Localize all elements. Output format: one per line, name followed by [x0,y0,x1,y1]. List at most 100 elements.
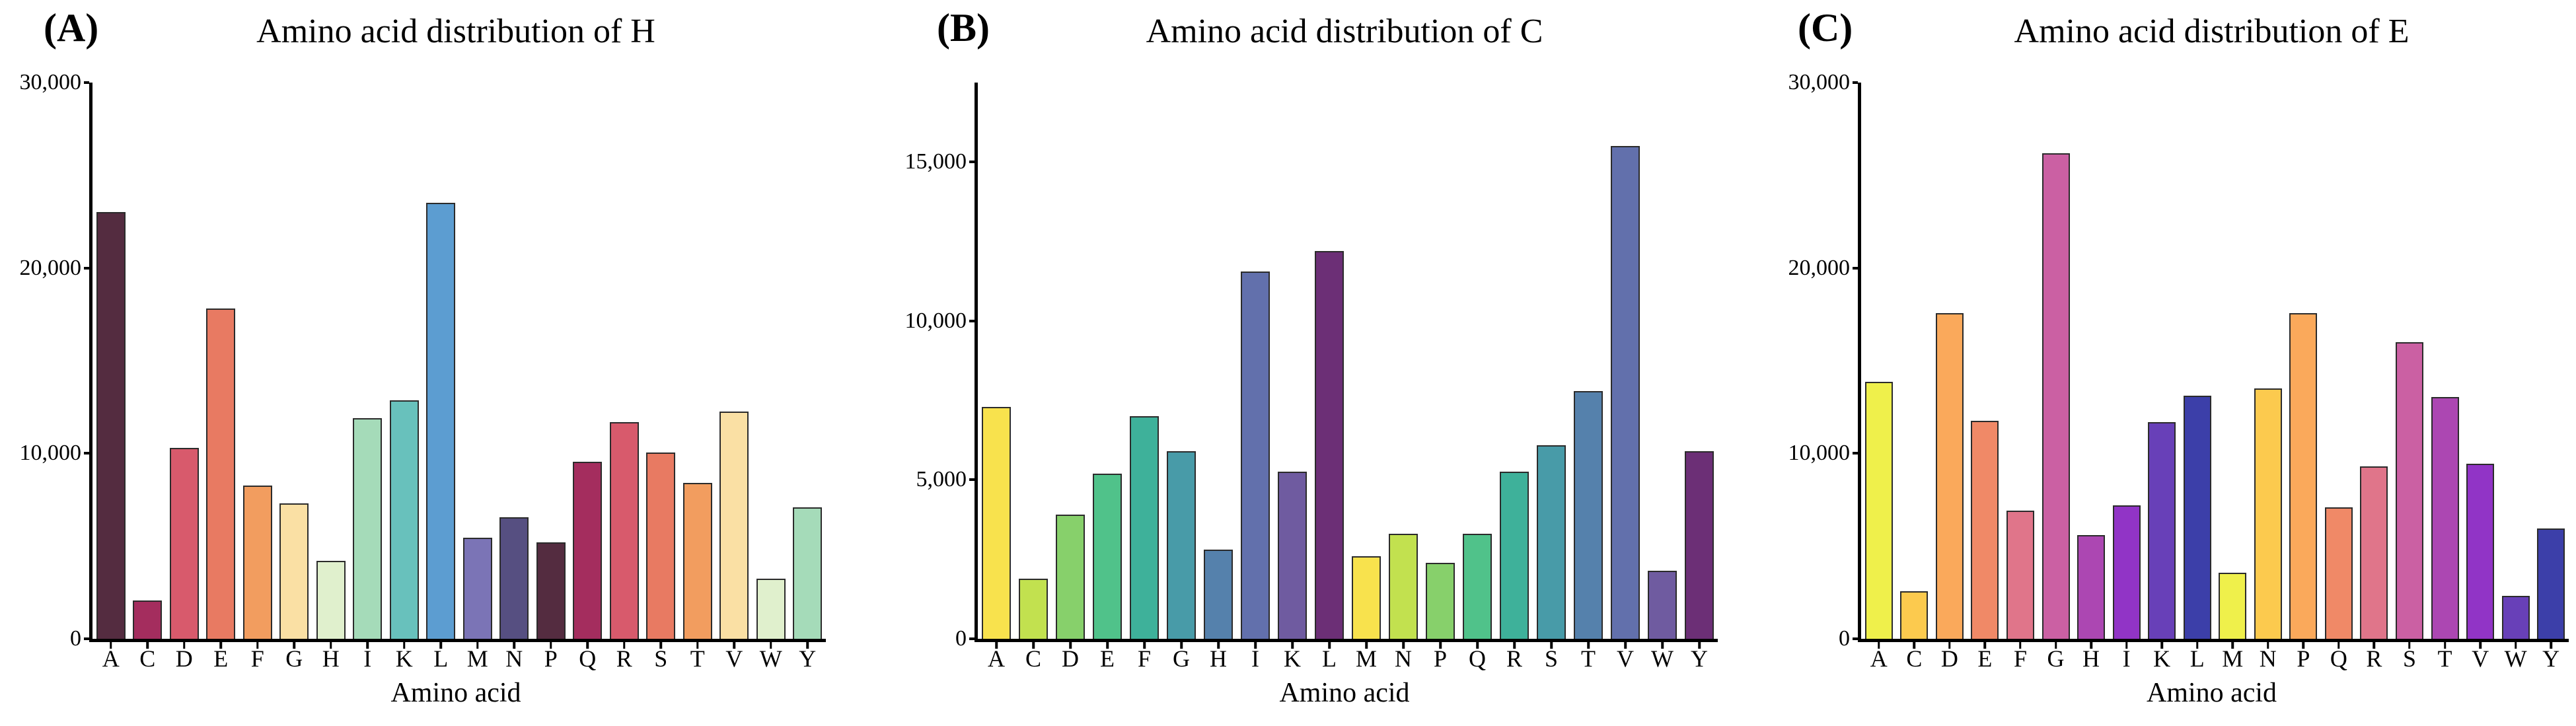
x-tick-label-D: D [1062,645,1079,672]
x-tick-label-Y: Y [2542,645,2560,672]
x-tick-label-Y: Y [799,645,817,672]
bar-slot-P: P [533,83,570,672]
x-tick-mark [1439,642,1442,649]
x-tick-label-D: D [1940,645,1958,672]
bar-A [982,406,1011,639]
bar-E [206,309,236,639]
bar-slot-L: L [423,83,460,672]
x-tick-mark [2019,642,2022,649]
bar-H [2077,534,2106,639]
x-tick-label-V: V [2472,645,2489,672]
y-tick-label: 30,000 [1788,70,1851,94]
bar-slot-A: A [1861,83,1897,672]
bar-G [2042,153,2070,639]
x-tick-label-D: D [175,645,193,672]
bar-Y [1685,451,1714,639]
bar-E [1093,473,1122,639]
x-tick-mark [1217,642,1220,649]
bar-slot-W: W [753,83,790,672]
bar-slot-M: M [459,83,496,672]
x-tick-label-Y: Y [1691,645,1708,672]
bar-L [426,203,456,639]
bar-W [2501,596,2530,639]
x-tick-label-M: M [466,645,488,672]
bar-slot-P: P [2286,83,2322,672]
bar-slot-Y: Y [790,83,827,672]
bar-slot-Y: Y [1681,83,1718,672]
bar-slot-A: A [92,83,129,672]
y-tick-label: 20,000 [19,255,82,280]
x-tick-label-E: E [213,645,229,672]
x-tick-mark [2337,642,2340,649]
panel-a: (A) Amino acid distribution of H 0 10,000… [0,0,859,726]
bar-Q [2324,507,2353,639]
x-tick-mark [2267,642,2269,649]
x-tick-label-S: S [1544,645,1559,672]
y-tick-mark [969,637,975,640]
bar-M [462,538,492,639]
x-tick-mark [1328,642,1331,649]
bar-T [1574,390,1603,639]
bar-slot-S: S [2392,83,2427,672]
bar-slot-H: H [2073,83,2109,672]
bar-slot-N: N [496,83,533,672]
x-tick-label-H: H [322,645,340,672]
x-tick-mark [1254,642,1257,649]
bar-slot-S: S [1533,83,1570,672]
x-tick-label-K: K [2153,645,2171,672]
y-tick-label: 15,000 [904,149,967,174]
x-tick-label-N: N [505,645,523,672]
panel-a-title: Amino acid distribution of H [256,13,655,50]
x-tick-label-W: W [759,645,782,672]
panel-c-label: (C) [1798,6,1853,50]
bar-slot-V: V [1607,83,1644,672]
y-tick-mark [84,452,89,455]
bar-slot-I: I [350,83,386,672]
bar-slot-K: K [1274,83,1311,672]
bar-S [2395,342,2423,639]
bar-C [133,600,163,639]
bar-P [536,542,566,639]
bar-V [1611,146,1640,639]
y-tick-label: 30,000 [19,70,82,94]
bar-slot-H: H [1200,83,1237,672]
x-tick-label-F: F [2013,645,2027,672]
x-tick-mark [1365,642,1368,649]
bar-slot-L: L [2180,83,2215,672]
bar-slot-V: V [716,83,753,672]
bar-slot-E: E [1089,83,1126,672]
bar-slot-M: M [1348,83,1385,672]
bar-L [2183,396,2211,639]
x-tick-mark [2160,642,2163,649]
x-tick-mark [183,642,186,649]
bar-V [719,412,749,639]
x-tick-mark [1983,642,1987,649]
x-tick-mark [2090,642,2092,649]
bar-T [2431,396,2459,639]
bar-slot-F: F [239,83,276,672]
x-tick-label-A: A [988,645,1005,672]
x-tick-mark [2550,642,2552,649]
x-tick-label-R: R [2366,645,2382,672]
panel-b: (B) Amino acid distribution of C 0 5,000 1… [859,0,1718,726]
x-tick-mark [439,642,442,649]
x-tick-label-V: V [1617,645,1634,672]
x-tick-mark [1948,642,1951,649]
x-tick-mark [770,642,772,649]
bar-slot-Q: Q [1459,83,1496,672]
bar-F [242,486,272,639]
panel-a-label: (A) [44,6,99,50]
x-tick-mark [2443,642,2447,649]
panel-c: (C) Amino acid distribution of E 0 10,000… [1717,0,2576,726]
bar-S [1537,445,1566,639]
bar-Y [793,507,823,639]
x-tick-mark [110,642,112,649]
x-tick-label-N: N [1395,645,1412,672]
x-tick-mark [1550,642,1553,649]
bar-slot-Q: Q [2321,83,2357,672]
x-tick-mark [2195,642,2199,649]
